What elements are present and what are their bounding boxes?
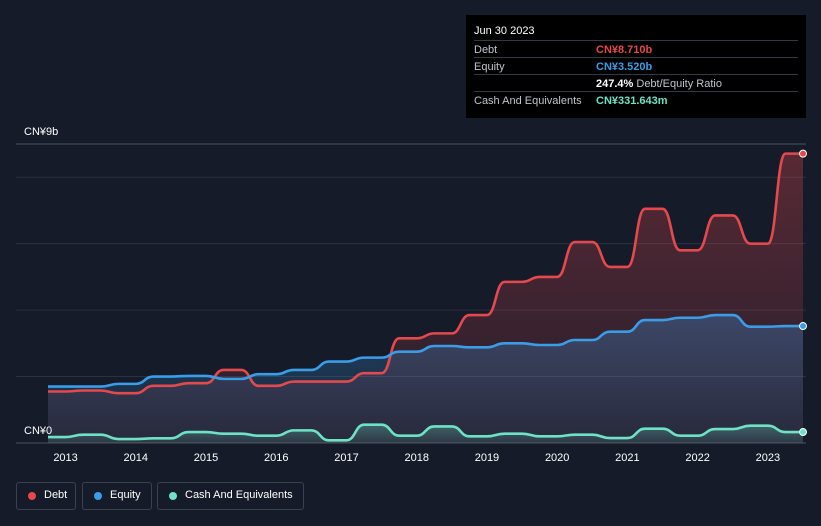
- tooltip-row-equity: Equity CN¥3.520b: [474, 57, 798, 74]
- area-equity: [48, 315, 803, 443]
- tooltip-row-ratio: 247.4% Debt/Equity Ratio: [474, 74, 798, 91]
- legend-item-cash[interactable]: Cash And Equivalents: [157, 482, 304, 510]
- tooltip-ratio-value: 247.4% Debt/Equity Ratio: [596, 78, 722, 90]
- x-tick-label: 2018: [404, 452, 428, 464]
- tooltip-label: Debt: [474, 44, 498, 56]
- x-tick-label: 2013: [53, 452, 77, 464]
- data-tooltip: Jun 30 2023 Debt CN¥8.710b Equity CN¥3.5…: [466, 15, 806, 118]
- x-tick-label: 2017: [334, 452, 358, 464]
- x-axis-ticks: 2013 2014 2015 2016 2017 2018 2019 2020 2021 2022…: [53, 452, 780, 464]
- tooltip-label: Equity: [474, 61, 505, 73]
- line-debt: [48, 152, 803, 395]
- tooltip-value: CN¥8.710b: [596, 44, 653, 56]
- legend-dot-icon: [94, 492, 102, 500]
- tooltip-date: Jun 30 2023: [474, 25, 535, 37]
- tooltip-row-cash: Cash And Equivalents CN¥331.643m: [474, 91, 798, 108]
- line-cash: [48, 423, 803, 442]
- tooltip-row-debt: Debt CN¥8.710b: [474, 40, 798, 57]
- legend-label: Cash And Equivalents: [185, 489, 293, 501]
- x-tick-label: 2016: [264, 452, 288, 464]
- line-equity: [47, 313, 803, 388]
- chart-areas: [48, 153, 803, 443]
- end-marker-cash: [799, 428, 807, 437]
- x-tick-label: 2023: [756, 452, 780, 464]
- ratio-value: 247.4%: [596, 78, 634, 90]
- legend-item-equity[interactable]: Equity: [82, 482, 152, 510]
- x-tick-label: 2019: [475, 452, 499, 464]
- legend-label: Debt: [44, 489, 68, 501]
- y-tick-label-top: CN¥9b: [24, 126, 59, 138]
- chart-lines: [47, 152, 803, 442]
- tooltip-value: CN¥3.520b: [596, 61, 653, 73]
- chart-end-markers: [799, 149, 807, 437]
- tooltip-value: CN¥331.643m: [596, 95, 668, 107]
- legend-dot-icon: [169, 492, 177, 500]
- tooltip-label: Cash And Equivalents: [474, 95, 582, 107]
- end-marker-debt: [799, 149, 807, 158]
- x-tick-label: 2014: [124, 452, 148, 464]
- legend-dot-icon: [28, 492, 36, 500]
- x-tick-label: 2022: [685, 452, 709, 464]
- x-tick-label: 2015: [194, 452, 218, 464]
- legend-item-debt[interactable]: Debt: [16, 482, 76, 510]
- ratio-suffix: Debt/Equity Ratio: [636, 78, 722, 90]
- end-marker-equity: [799, 322, 807, 331]
- y-tick-label-bottom: CN¥0: [24, 425, 53, 437]
- x-tick-label: 2021: [615, 452, 639, 464]
- legend-label: Equity: [110, 489, 141, 501]
- x-tick-label: 2020: [545, 452, 569, 464]
